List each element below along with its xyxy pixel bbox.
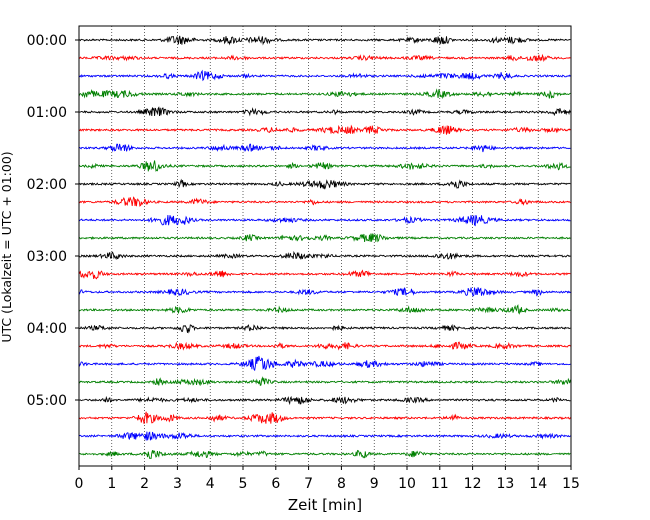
x-tick-label: 12: [464, 476, 482, 492]
x-tick-label: 11: [431, 476, 449, 492]
trace-line: [78, 214, 571, 227]
trace-line: [78, 106, 571, 117]
y-tick-label: 01:00: [27, 105, 67, 121]
y-tick-label: 02:00: [27, 177, 67, 193]
x-tick-label: 0: [75, 476, 84, 492]
trace-line: [78, 143, 571, 153]
x-tick-label: 9: [370, 476, 379, 492]
x-tick-label: 13: [496, 476, 514, 492]
vertical-gridlines: [111, 26, 539, 466]
trace-line: [78, 449, 571, 460]
x-tick-label: 4: [206, 476, 215, 492]
y-tick-label: 00:00: [27, 33, 67, 49]
trace-line: [78, 233, 571, 243]
y-tick-label: 03:00: [27, 249, 67, 265]
trace-line: [78, 269, 571, 280]
trace-line: [78, 69, 571, 82]
x-tick-label: 10: [398, 476, 416, 492]
trace-line: [78, 35, 571, 46]
trace-line: [78, 160, 571, 172]
x-tick-label: 8: [337, 476, 346, 492]
x-tick-label: 5: [239, 476, 248, 492]
trace-line: [78, 341, 571, 351]
trace-line: [78, 53, 571, 62]
x-tick-label: 14: [529, 476, 547, 492]
seismogram-traces: [78, 35, 571, 460]
trace-line: [78, 431, 571, 441]
x-tick-label: 6: [271, 476, 280, 492]
trace-line: [78, 88, 571, 100]
trace-line: [78, 411, 571, 425]
x-axis-ticks: 0 1 2 3 4 5 6 7 8 9 10 11 12 13 14 15: [75, 466, 580, 492]
y-tick-label: 05:00: [27, 393, 67, 409]
y-tick-label: 04:00: [27, 321, 67, 337]
trace-line: [78, 376, 571, 387]
trace-line: [78, 196, 571, 207]
x-tick-label: 15: [562, 476, 580, 492]
y-axis-label: UTC (Lokalzeit = UTC + 01:00): [0, 151, 14, 342]
trace-line: [78, 395, 571, 406]
trace-line: [78, 287, 571, 297]
x-tick-label: 7: [304, 476, 313, 492]
trace-line: [78, 304, 571, 315]
x-tick-label: 1: [107, 476, 116, 492]
y-axis-ticks: 00:00 01:00 02:00 03:00 04:00 05:00: [27, 33, 79, 409]
trace-line: [78, 324, 571, 334]
x-axis-label: Zeit [min]: [288, 496, 362, 514]
plot-frame: [78, 25, 572, 467]
x-tick-label: 2: [140, 476, 149, 492]
trace-line: [78, 178, 571, 190]
trace-line: [78, 250, 571, 261]
x-tick-label: 3: [173, 476, 182, 492]
trace-line: [78, 355, 571, 372]
trace-line: [78, 124, 571, 135]
